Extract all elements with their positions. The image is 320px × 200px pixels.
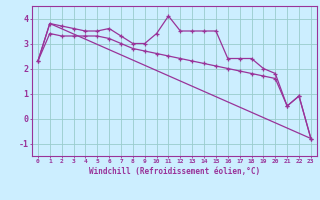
X-axis label: Windchill (Refroidissement éolien,°C): Windchill (Refroidissement éolien,°C) xyxy=(89,167,260,176)
